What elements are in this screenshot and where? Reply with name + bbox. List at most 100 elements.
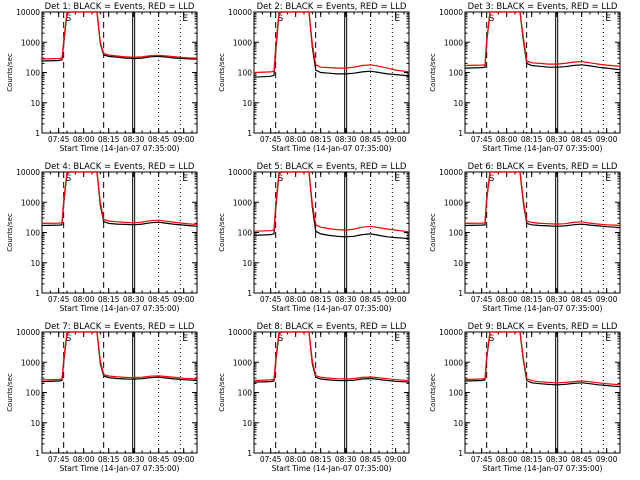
y-tick-label: 1000 — [21, 198, 40, 207]
x-tick-label: 08:30 — [123, 295, 145, 304]
x-tick-label: 08:15 — [98, 455, 120, 464]
marker-label: S — [278, 14, 284, 24]
y-tick-label: 10 — [242, 419, 252, 428]
x-axis-label: Start Time (14-Jan-07 07:35:00) — [483, 144, 603, 153]
x-tick-label: 07:45 — [260, 295, 282, 304]
y-tick-label: 1000 — [233, 358, 252, 367]
y-tick-label: 1 — [35, 449, 40, 458]
x-axis-label: Start Time (14-Jan-07 07:35:00) — [60, 464, 180, 473]
marker-label: S — [66, 334, 72, 344]
panel-title: Det 1: BLACK = Events, RED = LLD — [45, 2, 195, 12]
y-tick-label: 1000 — [233, 38, 252, 47]
y-tick-label: 10000 — [228, 328, 252, 337]
marker-label: S — [66, 174, 72, 184]
y-tick-label: 100 — [449, 389, 464, 398]
y-tick-label: 100 — [26, 69, 41, 78]
detector-panel-2: Det 2: BLACK = Events, RED = LLD 1 10 100 10… — [218, 2, 410, 153]
series-lld-line — [464, 171, 621, 227]
x-tick-label: 09:00 — [173, 295, 195, 304]
y-tick-label: 10 — [242, 259, 252, 268]
marker-label: S — [489, 14, 495, 24]
detector-panel-3: Det 3: BLACK = Events, RED = LLD 1 10 100 10… — [429, 2, 621, 153]
x-tick-label: 08:45 — [571, 295, 593, 304]
y-tick-label: 10000 — [439, 328, 463, 337]
marker-label: S — [489, 174, 495, 184]
panel-title: Det 6: BLACK = Events, RED = LLD — [468, 162, 618, 172]
marker-label: E — [605, 174, 611, 184]
y-tick-label: 1 — [458, 129, 463, 138]
x-tick-label: 09:00 — [596, 455, 618, 464]
x-tick-label: 08:15 — [98, 135, 120, 144]
x-tick-label: 09:00 — [173, 135, 195, 144]
marker-label: S — [66, 14, 72, 24]
x-tick-label: 08:15 — [521, 135, 543, 144]
x-tick-label: 09:00 — [173, 455, 195, 464]
panel-title: Det 2: BLACK = Events, RED = LLD — [257, 2, 407, 12]
y-tick-label: 1 — [458, 289, 463, 298]
panel-title: Det 9: BLACK = Events, RED = LLD — [468, 322, 618, 332]
x-tick-label: 08:30 — [335, 455, 357, 464]
marker-label: E — [394, 174, 400, 184]
x-tick-label: 08:45 — [360, 135, 382, 144]
y-tick-label: 10000 — [16, 8, 40, 17]
x-tick-label: 08:30 — [546, 295, 568, 304]
y-axis-label: Counts/sec — [218, 53, 226, 92]
x-tick-label: 08:15 — [521, 295, 543, 304]
y-tick-label: 1 — [247, 289, 252, 298]
x-tick-label: 08:00 — [285, 295, 307, 304]
x-tick-label: 08:00 — [73, 135, 95, 144]
x-axis-label: Start Time (14-Jan-07 07:35:00) — [483, 464, 603, 473]
x-axis-label: Start Time (14-Jan-07 07:35:00) — [60, 144, 180, 153]
x-tick-label: 08:30 — [335, 295, 357, 304]
marker-label: S — [278, 334, 284, 344]
marker-label: E — [182, 14, 188, 24]
x-tick-label: 08:00 — [285, 135, 307, 144]
panel-title: Det 7: BLACK = Events, RED = LLD — [45, 322, 195, 332]
x-tick-label: 07:45 — [260, 135, 282, 144]
marker-label: E — [394, 334, 400, 344]
x-tick-label: 08:15 — [98, 295, 120, 304]
panel-title: Det 4: BLACK = Events, RED = LLD — [45, 162, 195, 172]
y-tick-label: 1000 — [444, 38, 463, 47]
x-tick-label: 09:00 — [385, 295, 407, 304]
y-tick-label: 100 — [449, 69, 464, 78]
x-tick-label: 08:45 — [148, 455, 170, 464]
x-tick-label: 07:45 — [48, 135, 70, 144]
y-tick-label: 100 — [449, 229, 464, 238]
y-tick-label: 1 — [35, 129, 40, 138]
y-tick-label: 1000 — [21, 38, 40, 47]
y-tick-label: 10000 — [439, 8, 463, 17]
y-tick-label: 1000 — [233, 198, 252, 207]
detector-panel-1: Det 1: BLACK = Events, RED = LLD 1 10 100 10… — [6, 2, 198, 153]
x-tick-label: 08:45 — [148, 295, 170, 304]
marker-label: S — [278, 174, 284, 184]
x-tick-label: 07:45 — [471, 455, 493, 464]
x-tick-label: 08:45 — [148, 135, 170, 144]
y-tick-label: 10000 — [16, 328, 40, 337]
y-axis-label: Counts/sec — [6, 213, 14, 252]
x-tick-label: 09:00 — [596, 135, 618, 144]
y-tick-label: 10 — [30, 99, 40, 108]
y-axis-label: Counts/sec — [429, 373, 437, 412]
series-lld-line — [464, 331, 621, 386]
marker-label: S — [489, 334, 495, 344]
x-tick-label: 08:00 — [285, 455, 307, 464]
y-axis-label: Counts/sec — [218, 373, 226, 412]
x-tick-label: 08:45 — [360, 455, 382, 464]
detector-panel-7: Det 7: BLACK = Events, RED = LLD 1 10 100 10… — [6, 322, 198, 473]
y-tick-label: 10 — [453, 259, 463, 268]
y-tick-label: 100 — [26, 229, 41, 238]
x-tick-label: 08:30 — [546, 135, 568, 144]
y-axis-label: Counts/sec — [218, 213, 226, 252]
y-tick-label: 1000 — [444, 198, 463, 207]
y-tick-label: 10000 — [16, 168, 40, 177]
detector-panel-8: Det 8: BLACK = Events, RED = LLD 1 10 100 10… — [218, 322, 410, 473]
marker-label: E — [605, 334, 611, 344]
series-lld-line — [253, 331, 410, 382]
x-tick-label: 08:00 — [73, 295, 95, 304]
detector-panel-9: Det 9: BLACK = Events, RED = LLD 1 10 100 10… — [429, 322, 621, 473]
detector-panel-6: Det 6: BLACK = Events, RED = LLD 1 10 100 10… — [429, 162, 621, 313]
x-tick-label: 07:45 — [48, 295, 70, 304]
y-axis-label: Counts/sec — [429, 53, 437, 92]
y-tick-label: 1000 — [21, 358, 40, 367]
